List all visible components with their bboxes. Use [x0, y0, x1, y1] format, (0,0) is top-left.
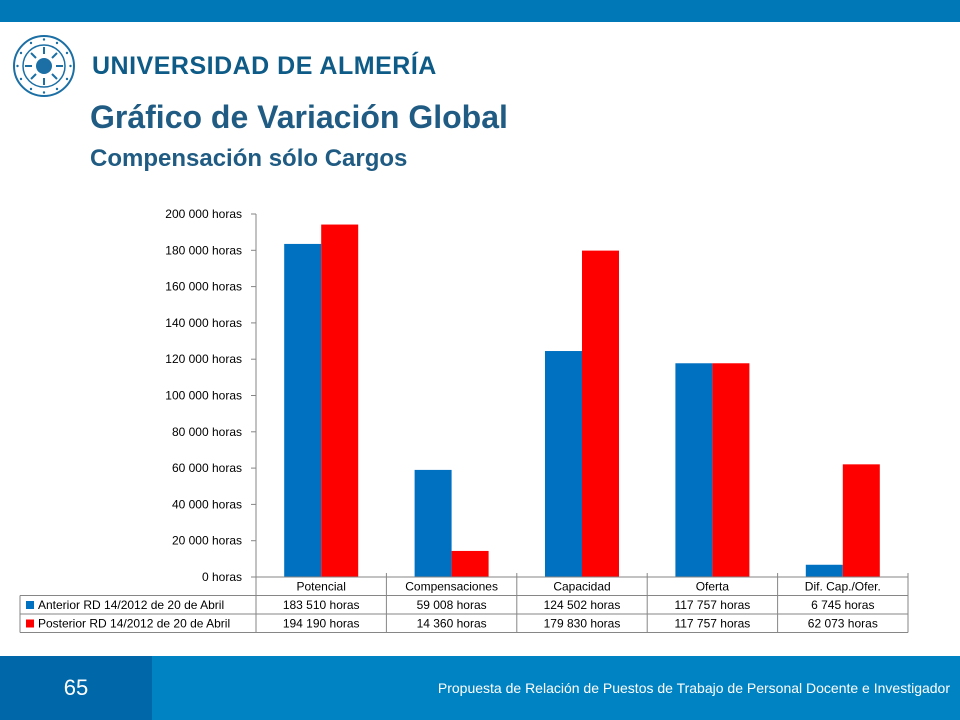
bar-anterior [284, 243, 322, 577]
y-tick-label: 20 000 horas [172, 534, 242, 548]
bar-anterior [545, 351, 582, 577]
x-category-label: Capacidad [553, 580, 610, 594]
x-category-label: Compensaciones [405, 580, 498, 594]
university-seal-logo [13, 35, 75, 97]
y-tick-label: 140 000 horas [165, 316, 242, 330]
data-label: 6 745 horas [811, 598, 874, 612]
page-number: 65 [0, 656, 152, 720]
data-label: 62 073 horas [808, 617, 878, 631]
data-label: 183 510 horas [283, 598, 360, 612]
legend-label: Anterior RD 14/2012 de 20 de Abril [38, 598, 224, 612]
legend-key-posterior [26, 619, 34, 628]
bar-anterior [414, 469, 452, 577]
x-category-label: Dif. Cap./Ofer. [805, 580, 881, 594]
bar-posterior [712, 363, 750, 577]
x-category-label: Potencial [297, 580, 346, 594]
legend-label: Posterior RD 14/2012 de 20 de Abril [38, 617, 230, 631]
data-label: 59 008 horas [417, 598, 487, 612]
university-name: UNIVERSIDAD DE ALMERÍA [92, 52, 437, 80]
x-category-label: Oferta [696, 580, 730, 594]
y-tick-label: 100 000 horas [165, 389, 242, 403]
data-label: 117 757 horas [674, 598, 750, 612]
y-tick-label: 60 000 horas [172, 461, 242, 475]
bar-anterior [805, 564, 843, 577]
y-tick-label: 160 000 horas [165, 280, 242, 294]
data-label: 194 190 horas [283, 617, 360, 631]
page-title: Gráfico de Variación Global [90, 99, 508, 135]
legend-key-anterior [26, 601, 34, 609]
data-label: 117 757 horas [674, 617, 750, 631]
footer-caption: Propuesta de Relación de Puestos de Trab… [152, 656, 960, 720]
y-tick-label: 80 000 horas [172, 425, 242, 439]
top-bar [0, 0, 960, 22]
page-subtitle: Compensación sólo Cargos [90, 145, 408, 172]
bar-chart: 0 horas 20 000 horas 40 000 horas 60 000 ho… [19, 207, 909, 633]
y-tick-label: 40 000 horas [172, 497, 242, 511]
y-tick-label: 180 000 horas [165, 243, 242, 257]
y-tick-label: 120 000 horas [165, 352, 242, 366]
data-label: 124 502 horas [544, 598, 621, 612]
bar-posterior [451, 550, 489, 577]
bar-posterior [582, 250, 619, 577]
y-tick-label: 200 000 horas [165, 207, 242, 221]
data-label: 179 830 horas [544, 617, 621, 631]
data-label: 14 360 horas [417, 617, 487, 631]
bar-posterior [321, 224, 359, 577]
y-tick-label: 0 horas [202, 570, 242, 584]
bar-anterior [675, 363, 713, 577]
bar-posterior [842, 464, 880, 577]
